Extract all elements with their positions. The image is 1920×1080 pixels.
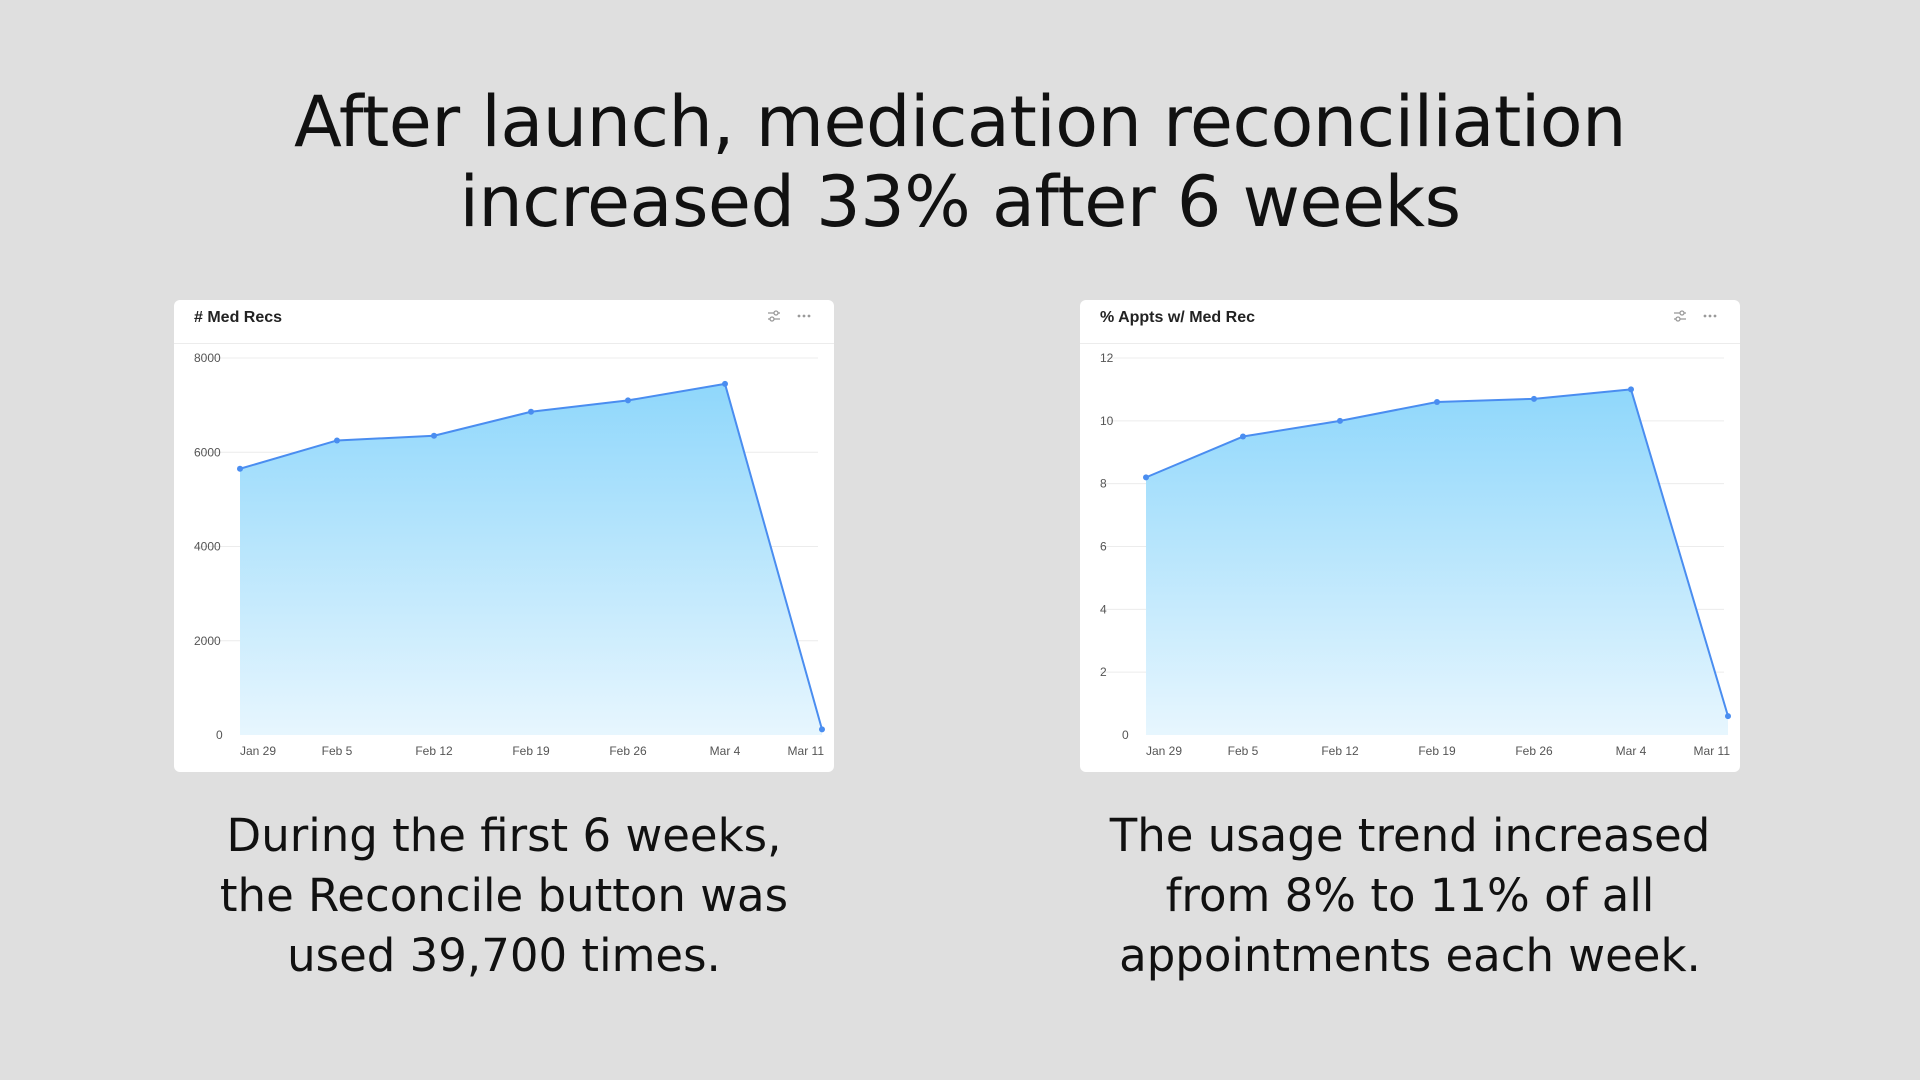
x-tick-label: Mar 11 (1694, 744, 1731, 758)
headline-line-1: After launch, medication reconciliation (294, 81, 1626, 163)
data-point[interactable] (1337, 417, 1343, 424)
y-tick-label: 12 (1100, 351, 1114, 365)
data-point[interactable] (528, 408, 534, 415)
med-recs-chart-card: 0 2000 4000 6000 8000 Jan 29 Feb 5 Feb 12 Feb 19… (174, 300, 834, 772)
x-tick-label: Feb 19 (512, 744, 550, 758)
x-tick-label: Mar 11 (788, 744, 825, 758)
x-tick-label: Feb 19 (1418, 744, 1456, 758)
data-point[interactable] (625, 397, 631, 404)
card-divider (1080, 343, 1740, 344)
caption-line: the Reconcile button was (219, 869, 789, 922)
x-tick-label: Jan 29 (1146, 744, 1182, 758)
caption-line: appointments each week. (1119, 929, 1701, 982)
y-tick-label: 8000 (194, 351, 221, 365)
appts-med-rec-chart-card: 0 2 4 6 8 10 12 Jan 29 Feb 5 Feb 12 Feb 19 Feb 26 Ma… (1080, 300, 1740, 772)
data-point[interactable] (1531, 395, 1537, 402)
appts-med-rec-chart: 0 2 4 6 8 10 12 Jan 29 Feb 5 Feb 12 Feb 19 Feb 26 Ma… (1100, 351, 1731, 758)
x-tick-label: Feb 12 (1321, 744, 1359, 758)
x-tick-label: Feb 26 (1515, 744, 1553, 758)
x-tick-label: Mar 4 (1616, 744, 1647, 758)
filter-sliders-icon[interactable] (766, 308, 782, 324)
caption-line: from 8% to 11% of all (1165, 869, 1655, 922)
y-tick-label: 0 (1122, 728, 1129, 742)
y-tick-label: 6000 (194, 445, 221, 459)
x-tick-label: Feb 5 (322, 744, 353, 758)
x-tick-label: Feb 5 (1228, 744, 1259, 758)
series-area (240, 383, 822, 735)
y-tick-label: 10 (1100, 414, 1114, 428)
caption-line: The usage trend increased (1109, 809, 1711, 862)
y-tick-label: 2000 (194, 634, 221, 648)
data-point[interactable] (1725, 713, 1731, 720)
filter-sliders-icon[interactable] (1672, 308, 1688, 324)
series-area (1146, 389, 1728, 735)
data-point[interactable] (1434, 398, 1440, 405)
x-tick-label: Feb 26 (609, 744, 647, 758)
card-divider (174, 343, 834, 344)
more-dots-icon[interactable] (1702, 308, 1718, 324)
y-tick-label: 8 (1100, 477, 1107, 491)
y-tick-label: 4 (1100, 602, 1107, 616)
chart-title: # Med Recs (194, 309, 283, 326)
data-point[interactable] (237, 465, 243, 472)
caption-left: During the first 6 weeks, the Reconcile … (174, 806, 834, 986)
data-point[interactable] (1240, 433, 1246, 440)
data-point[interactable] (334, 437, 340, 444)
x-tick-label: Mar 4 (710, 744, 741, 758)
y-tick-label: 2 (1100, 665, 1107, 679)
caption-line: used 39,700 times. (287, 929, 721, 982)
headline: After launch, medication reconciliation … (0, 82, 1920, 242)
caption-right: The usage trend increased from 8% to 11%… (1080, 806, 1740, 986)
y-tick-label: 6 (1100, 540, 1107, 554)
y-tick-label: 4000 (194, 540, 221, 554)
chart-title: % Appts w/ Med Rec (1100, 309, 1255, 326)
data-point[interactable] (722, 380, 728, 387)
headline-line-2: increased 33% after 6 weeks (459, 161, 1461, 243)
card-toolbar (766, 308, 812, 324)
data-point[interactable] (1628, 386, 1634, 393)
x-tick-label: Feb 12 (415, 744, 453, 758)
data-point[interactable] (1143, 474, 1149, 481)
more-dots-icon[interactable] (796, 308, 812, 324)
x-tick-label: Jan 29 (240, 744, 276, 758)
y-tick-label: 0 (216, 728, 223, 742)
data-point[interactable] (819, 726, 825, 733)
card-toolbar (1672, 308, 1718, 324)
caption-line: During the first 6 weeks, (226, 809, 782, 862)
med-recs-chart: 0 2000 4000 6000 8000 Jan 29 Feb 5 Feb 12 Feb 19… (194, 351, 825, 758)
data-point[interactable] (431, 432, 437, 439)
